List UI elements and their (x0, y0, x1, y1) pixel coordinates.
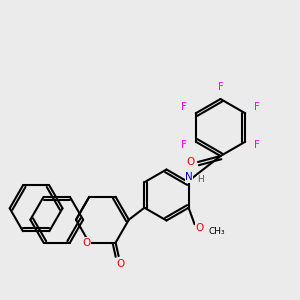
Text: H: H (198, 176, 204, 184)
Text: F: F (181, 102, 187, 112)
Text: F: F (254, 102, 260, 112)
Text: F: F (181, 140, 187, 150)
Text: N: N (185, 172, 193, 182)
Text: CH₃: CH₃ (208, 227, 225, 236)
Text: O: O (82, 238, 90, 248)
Text: O: O (116, 259, 124, 269)
Text: O: O (186, 157, 195, 167)
Text: F: F (218, 82, 224, 92)
Text: F: F (254, 140, 260, 150)
Text: O: O (196, 223, 204, 233)
